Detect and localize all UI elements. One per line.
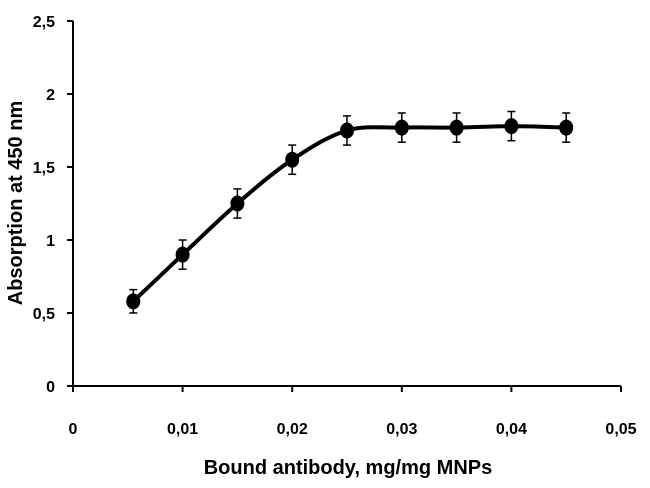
x-tick-label: 0,02: [277, 421, 308, 438]
series-line: [131, 124, 567, 303]
x-tick-label: 0,05: [605, 421, 636, 438]
y-axis-title: Absorption at 450 nm: [5, 101, 27, 305]
data-point: [285, 151, 300, 168]
x-tick-label: 0,03: [386, 421, 417, 438]
x-tick-label: 0: [69, 421, 78, 438]
data-point: [394, 119, 409, 136]
axes: [72, 21, 621, 387]
data-point: [340, 122, 354, 139]
data-point: [126, 293, 141, 310]
data-point: [504, 118, 519, 135]
x-tick-label: 0,04: [496, 421, 527, 438]
y-tick-label: 1,5: [33, 160, 55, 177]
data-point: [449, 119, 464, 136]
x-axis-title: Bound antibody, mg/mg MNPs: [204, 457, 493, 479]
data-point: [559, 119, 574, 136]
x-tick-label: 0,01: [167, 421, 198, 438]
tick-marks: [67, 20, 622, 392]
data-point: [230, 195, 245, 212]
y-tick-label: 1: [46, 233, 55, 250]
y-tick-label: 2: [46, 87, 55, 104]
data-point: [175, 246, 190, 263]
y-tick-label: 0,5: [33, 306, 55, 323]
series-layer: [126, 110, 574, 314]
y-tick-label: 0: [46, 379, 55, 396]
tick-labels: 0 0,5 1 1,5 2 2,5 0 0,01 0,02 0,03 0,04 0,05: [33, 14, 637, 438]
y-tick-label: 2,5: [33, 14, 55, 31]
